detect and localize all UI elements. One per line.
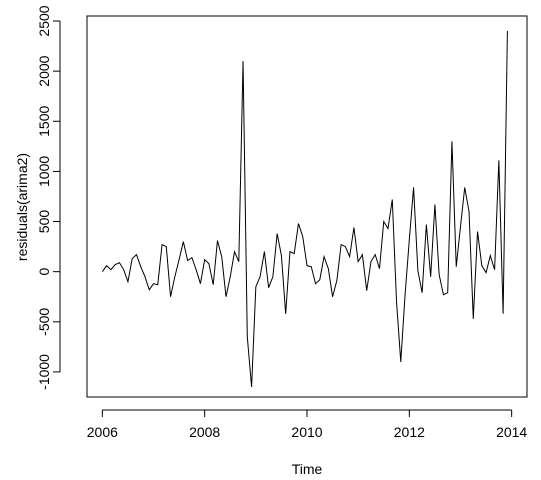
y-axis: -1000 -500 0 500 1000 1500 2000 2500: [36, 5, 61, 390]
y-tick-label: 0: [36, 268, 52, 276]
residuals-series-line: [101, 31, 508, 388]
y-tick-label: 500: [36, 210, 52, 234]
y-tick-label: 2000: [36, 55, 52, 86]
x-axis-label: Time: [292, 461, 323, 477]
y-tick-label: -500: [36, 308, 52, 336]
y-tick-label: 2500: [36, 5, 52, 36]
series-layer: [101, 31, 508, 388]
plot-frame: [86, 15, 528, 398]
x-tick-label: 2010: [291, 424, 322, 440]
x-tick-label: 2008: [189, 424, 220, 440]
y-tick-label: 1500: [36, 105, 52, 136]
y-tick-label: -1000: [36, 354, 52, 390]
x-tick-label: 2006: [87, 424, 118, 440]
y-tick-label: 1000: [36, 156, 52, 187]
x-tick-label: 2014: [496, 424, 527, 440]
x-tick-label: 2012: [394, 424, 425, 440]
y-axis-label: residuals(arima2): [14, 153, 30, 261]
x-axis: 2006 2008 2010 2012 2014: [87, 409, 527, 440]
